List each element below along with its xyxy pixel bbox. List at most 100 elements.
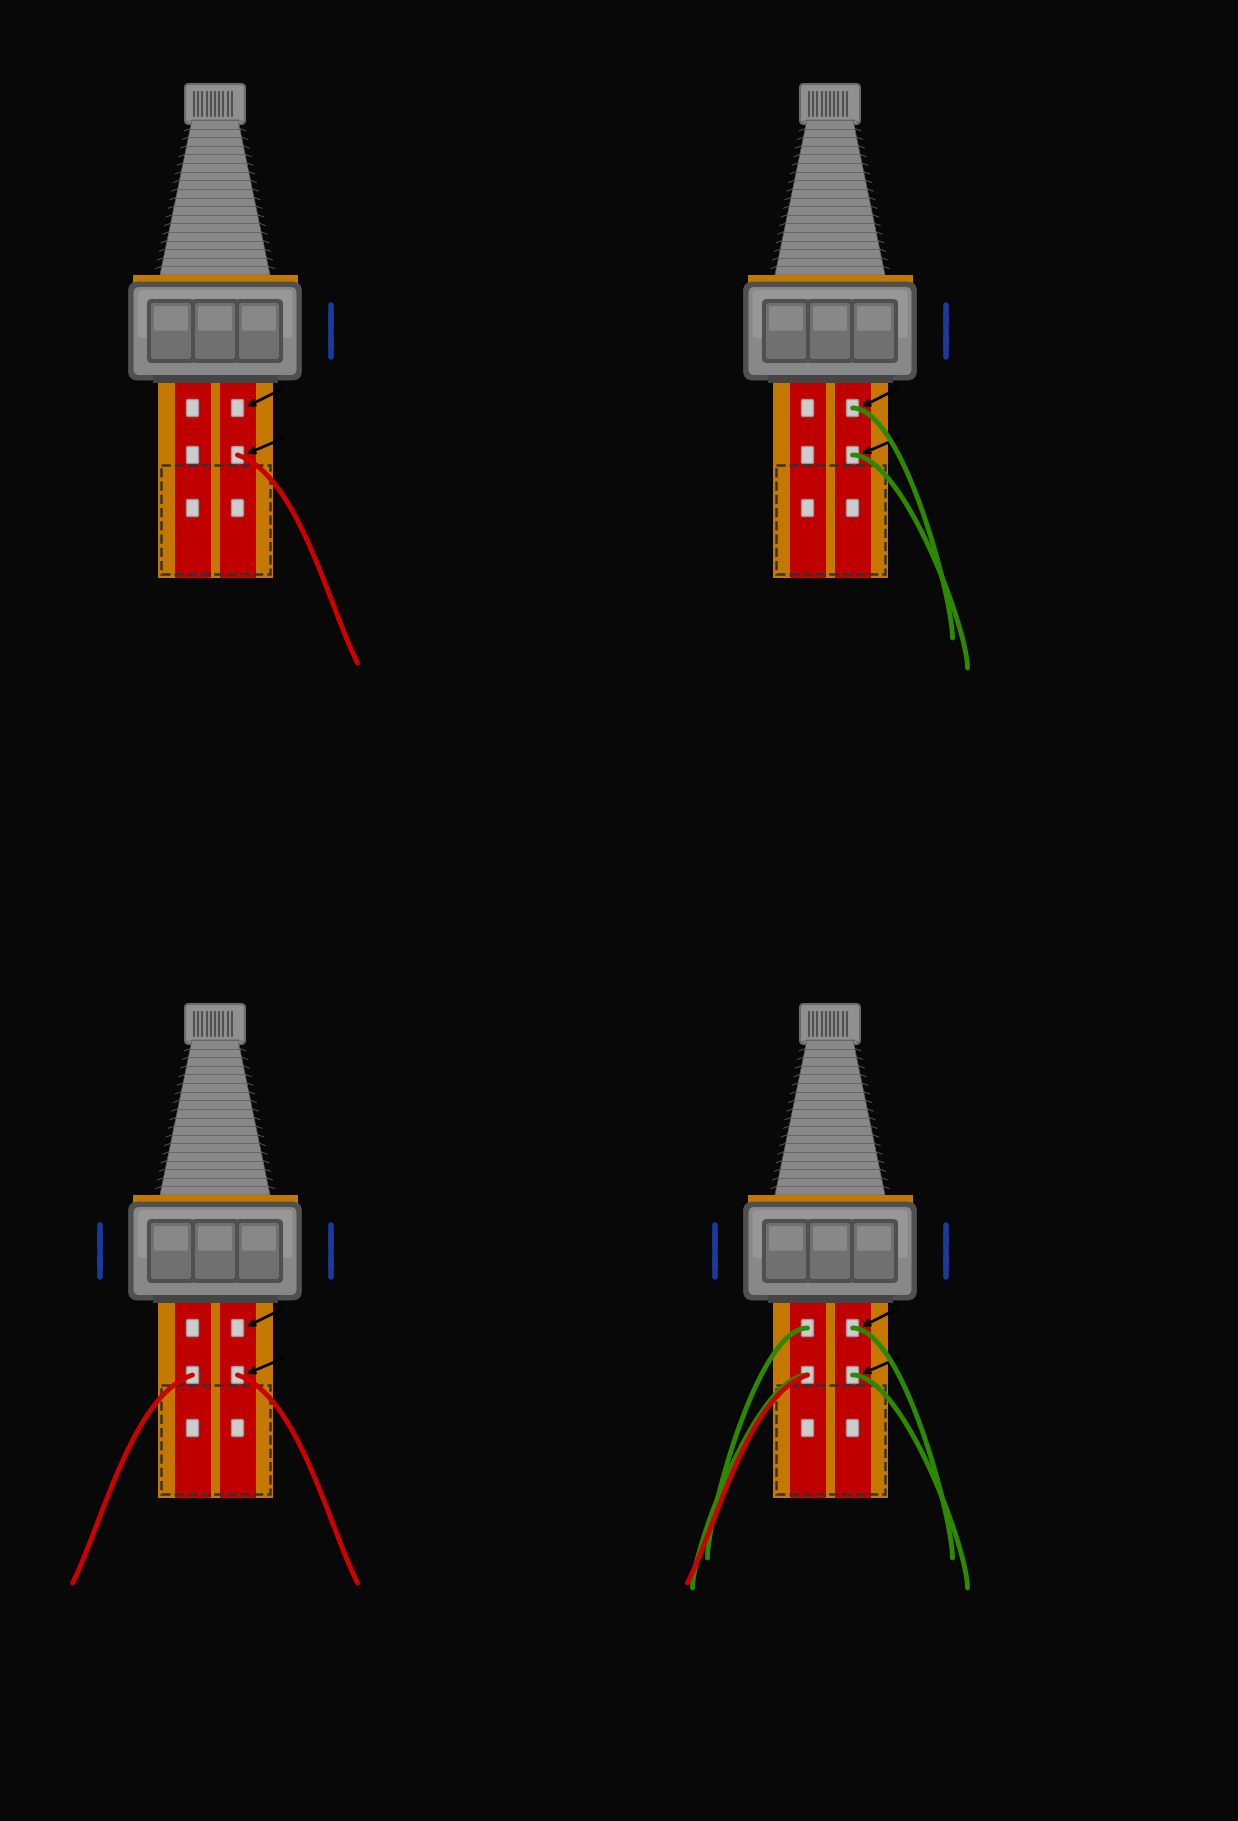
FancyBboxPatch shape bbox=[187, 399, 198, 417]
FancyBboxPatch shape bbox=[801, 1420, 813, 1437]
FancyBboxPatch shape bbox=[187, 446, 198, 464]
FancyBboxPatch shape bbox=[192, 300, 238, 362]
Bar bbox=[152, 1291, 277, 1304]
FancyBboxPatch shape bbox=[744, 282, 915, 379]
FancyBboxPatch shape bbox=[769, 306, 803, 331]
FancyBboxPatch shape bbox=[149, 300, 194, 362]
FancyBboxPatch shape bbox=[810, 1224, 851, 1278]
FancyBboxPatch shape bbox=[851, 300, 898, 362]
FancyBboxPatch shape bbox=[239, 302, 279, 359]
Bar bbox=[152, 371, 277, 382]
Bar bbox=[790, 1304, 826, 1499]
FancyBboxPatch shape bbox=[744, 1204, 915, 1298]
FancyBboxPatch shape bbox=[232, 446, 244, 464]
FancyBboxPatch shape bbox=[137, 290, 292, 339]
Bar bbox=[773, 1304, 888, 1499]
FancyBboxPatch shape bbox=[753, 290, 907, 339]
FancyBboxPatch shape bbox=[198, 1226, 232, 1251]
Bar bbox=[768, 1291, 893, 1304]
Bar bbox=[775, 1386, 884, 1493]
FancyBboxPatch shape bbox=[801, 399, 813, 417]
FancyBboxPatch shape bbox=[196, 1224, 235, 1278]
Polygon shape bbox=[775, 1040, 885, 1195]
FancyBboxPatch shape bbox=[241, 1226, 276, 1251]
FancyBboxPatch shape bbox=[801, 1366, 813, 1384]
Bar bbox=[773, 382, 888, 577]
FancyBboxPatch shape bbox=[857, 306, 891, 331]
FancyBboxPatch shape bbox=[232, 399, 244, 417]
FancyBboxPatch shape bbox=[187, 1420, 198, 1437]
FancyBboxPatch shape bbox=[801, 499, 813, 517]
FancyBboxPatch shape bbox=[753, 1209, 907, 1258]
FancyBboxPatch shape bbox=[198, 306, 232, 331]
FancyBboxPatch shape bbox=[800, 1003, 860, 1043]
FancyBboxPatch shape bbox=[130, 282, 301, 379]
FancyBboxPatch shape bbox=[749, 288, 911, 375]
FancyBboxPatch shape bbox=[187, 499, 198, 517]
Bar bbox=[161, 464, 270, 574]
Bar bbox=[161, 1386, 270, 1493]
FancyBboxPatch shape bbox=[847, 499, 858, 517]
FancyBboxPatch shape bbox=[854, 1224, 894, 1278]
FancyBboxPatch shape bbox=[134, 1207, 296, 1295]
FancyBboxPatch shape bbox=[137, 1209, 292, 1258]
Polygon shape bbox=[775, 120, 885, 275]
FancyBboxPatch shape bbox=[847, 1320, 858, 1337]
FancyBboxPatch shape bbox=[134, 288, 296, 375]
Bar bbox=[748, 275, 912, 291]
FancyBboxPatch shape bbox=[847, 446, 858, 464]
FancyBboxPatch shape bbox=[232, 499, 244, 517]
FancyBboxPatch shape bbox=[800, 84, 860, 124]
FancyBboxPatch shape bbox=[847, 1366, 858, 1384]
Bar bbox=[132, 275, 297, 291]
FancyBboxPatch shape bbox=[847, 1420, 858, 1437]
FancyBboxPatch shape bbox=[763, 1220, 808, 1282]
FancyBboxPatch shape bbox=[154, 306, 188, 331]
FancyBboxPatch shape bbox=[763, 300, 808, 362]
FancyBboxPatch shape bbox=[236, 300, 282, 362]
Bar bbox=[768, 371, 893, 382]
FancyBboxPatch shape bbox=[232, 1420, 244, 1437]
FancyBboxPatch shape bbox=[184, 84, 245, 124]
Bar bbox=[834, 382, 870, 577]
FancyBboxPatch shape bbox=[130, 1204, 301, 1298]
FancyBboxPatch shape bbox=[241, 306, 276, 331]
FancyBboxPatch shape bbox=[854, 302, 894, 359]
FancyBboxPatch shape bbox=[187, 1366, 198, 1384]
FancyBboxPatch shape bbox=[813, 306, 847, 331]
FancyBboxPatch shape bbox=[766, 1224, 806, 1278]
FancyBboxPatch shape bbox=[766, 302, 806, 359]
FancyBboxPatch shape bbox=[149, 1220, 194, 1282]
Bar bbox=[175, 382, 210, 577]
Polygon shape bbox=[160, 120, 270, 275]
Bar bbox=[219, 1304, 255, 1499]
Polygon shape bbox=[160, 1040, 270, 1195]
FancyBboxPatch shape bbox=[187, 1320, 198, 1337]
FancyBboxPatch shape bbox=[801, 446, 813, 464]
FancyBboxPatch shape bbox=[807, 300, 853, 362]
FancyBboxPatch shape bbox=[154, 1226, 188, 1251]
FancyBboxPatch shape bbox=[192, 1220, 238, 1282]
FancyBboxPatch shape bbox=[232, 1320, 244, 1337]
FancyBboxPatch shape bbox=[151, 302, 191, 359]
Bar bbox=[775, 464, 884, 574]
FancyBboxPatch shape bbox=[857, 1226, 891, 1251]
FancyBboxPatch shape bbox=[749, 1207, 911, 1295]
Bar bbox=[748, 1195, 912, 1211]
Bar bbox=[157, 382, 272, 577]
FancyBboxPatch shape bbox=[236, 1220, 282, 1282]
Bar bbox=[219, 382, 255, 577]
FancyBboxPatch shape bbox=[847, 399, 858, 417]
Bar bbox=[175, 1304, 210, 1499]
FancyBboxPatch shape bbox=[810, 302, 851, 359]
FancyBboxPatch shape bbox=[801, 1320, 813, 1337]
FancyBboxPatch shape bbox=[184, 1003, 245, 1043]
Bar bbox=[157, 1304, 272, 1499]
FancyBboxPatch shape bbox=[239, 1224, 279, 1278]
Bar bbox=[834, 1304, 870, 1499]
Bar bbox=[790, 382, 826, 577]
FancyBboxPatch shape bbox=[851, 1220, 898, 1282]
FancyBboxPatch shape bbox=[807, 1220, 853, 1282]
FancyBboxPatch shape bbox=[151, 1224, 191, 1278]
FancyBboxPatch shape bbox=[813, 1226, 847, 1251]
